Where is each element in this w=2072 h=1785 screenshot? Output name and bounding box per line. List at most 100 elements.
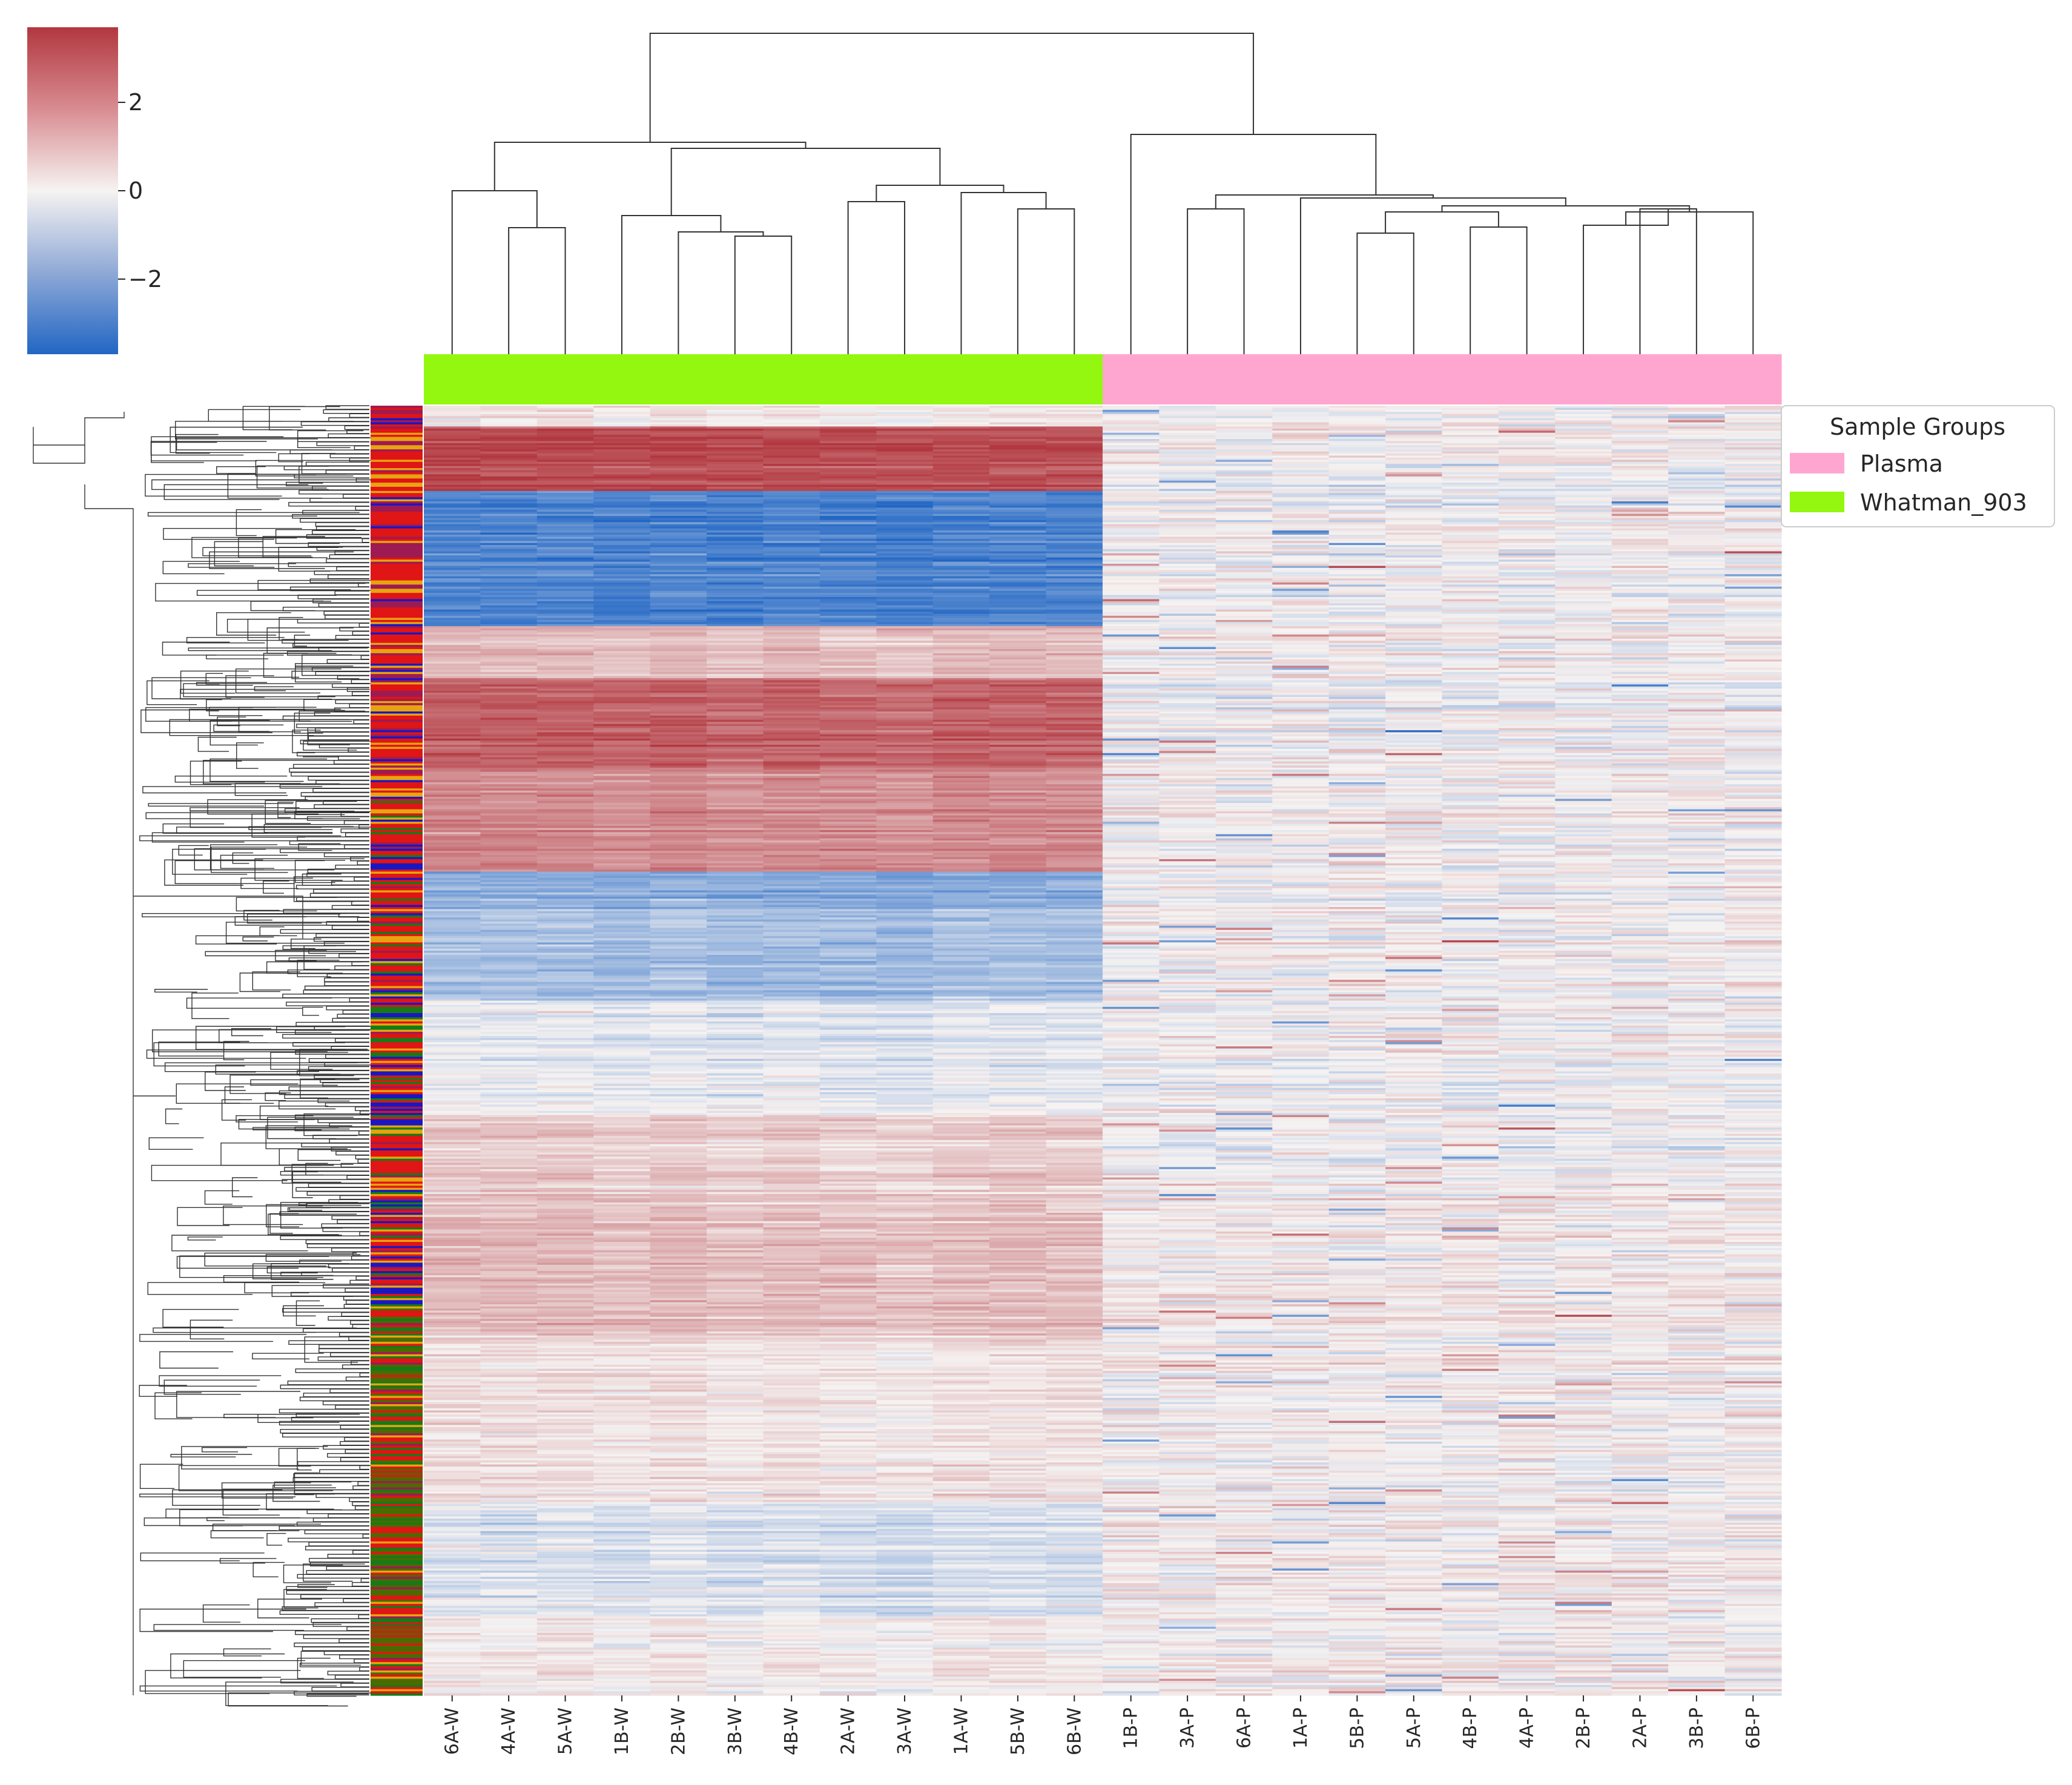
heatmap-cell	[707, 538, 764, 541]
heatmap-cell	[763, 572, 820, 575]
heatmap-cell	[1498, 437, 1556, 440]
heatmap-cell	[1272, 432, 1330, 435]
row-color-cell	[371, 728, 423, 731]
heatmap-cell	[650, 684, 707, 687]
heatmap-cell	[1668, 564, 1726, 567]
heatmap-cell	[1668, 443, 1726, 446]
heatmap-cell	[819, 449, 877, 452]
heatmap-cell	[932, 497, 990, 500]
heatmap-cell	[1555, 530, 1612, 533]
heatmap-cell	[1046, 724, 1103, 727]
row-dendrogram-link	[341, 1312, 369, 1317]
heatmap-cell	[593, 582, 651, 586]
heatmap-cell	[536, 580, 594, 583]
heatmap-cell	[1668, 468, 1726, 471]
heatmap-cell	[707, 543, 764, 546]
heatmap-cell	[876, 513, 934, 516]
row-dendrogram-link	[147, 680, 210, 705]
heatmap-cell	[707, 445, 764, 448]
row-color-cell	[371, 1512, 423, 1515]
row-color-cell	[371, 1572, 423, 1575]
heatmap-cell	[1442, 464, 1499, 467]
heatmap-cell	[876, 699, 934, 702]
column-dendrogram-link	[1356, 233, 1414, 354]
heatmap-cell	[1611, 503, 1669, 506]
heatmap-cell	[1159, 638, 1216, 641]
row-dendrogram-link	[300, 1078, 335, 1098]
row-color-cell	[371, 695, 423, 698]
heatmap-cell	[1328, 693, 1386, 696]
row-color-cell	[371, 813, 423, 816]
heatmap-cell	[989, 589, 1047, 592]
heatmap-cell	[1328, 513, 1386, 516]
heatmap-cell	[1046, 522, 1103, 525]
row-color-cell	[371, 501, 423, 504]
heatmap-cell	[1385, 688, 1443, 691]
heatmap-cell	[1611, 567, 1669, 571]
heatmap-cell	[1555, 636, 1612, 639]
heatmap-cell	[1159, 713, 1216, 716]
heatmap-cell	[1611, 580, 1669, 583]
heatmap-cell	[1103, 688, 1160, 691]
heatmap-cell	[1724, 641, 1782, 644]
row-color-cell	[371, 1196, 423, 1199]
heatmap-cell	[593, 728, 651, 731]
row-dendrogram-link	[266, 1533, 286, 1546]
heatmap-cell	[1328, 688, 1386, 691]
heatmap-cell	[1272, 505, 1330, 508]
heatmap-cell	[1724, 651, 1782, 654]
heatmap-cell	[819, 454, 877, 457]
heatmap-cell	[707, 705, 764, 708]
heatmap-cell	[536, 718, 594, 721]
heatmap-cell	[1555, 484, 1612, 487]
heatmap-cell	[1272, 612, 1330, 615]
heatmap-cell	[1103, 722, 1160, 725]
heatmap-cell	[1046, 513, 1103, 516]
heatmap-cell	[707, 667, 764, 670]
heatmap-cell	[876, 636, 934, 639]
row-dendrogram-link	[328, 1513, 369, 1519]
row-color-cell	[371, 859, 423, 862]
heatmap-cell	[876, 522, 934, 525]
row-color-cell	[371, 1209, 423, 1212]
heatmap-cell	[1442, 682, 1499, 685]
heatmap-cell	[424, 461, 481, 464]
heatmap-cell	[1668, 701, 1726, 704]
heatmap-cell	[1668, 549, 1726, 552]
heatmap-cell	[1498, 676, 1556, 679]
heatmap-cell	[424, 566, 481, 569]
heatmap-cell	[593, 412, 651, 415]
heatmap-cell	[536, 630, 594, 633]
row-dendrogram-link	[246, 914, 341, 924]
heatmap-cell	[1442, 449, 1499, 452]
heatmap-cell	[1442, 445, 1499, 448]
row-color-cell	[371, 1416, 423, 1419]
heatmap-cell	[1498, 512, 1556, 515]
row-color-cell	[371, 994, 423, 997]
heatmap-cell	[1328, 665, 1386, 668]
heatmap-cell	[1498, 695, 1556, 698]
row-color-cell	[371, 1419, 423, 1422]
row-dendrogram-link	[216, 466, 266, 474]
heatmap-cell	[593, 619, 651, 622]
heatmap-cell	[932, 634, 990, 637]
heatmap-cell	[1272, 696, 1330, 700]
heatmap-cell	[1328, 664, 1386, 667]
row-color-cell	[371, 744, 423, 748]
heatmap-cell	[1385, 678, 1443, 681]
heatmap-cell	[536, 472, 594, 475]
row-dendrogram-link	[272, 1485, 332, 1502]
heatmap-cell	[1103, 659, 1160, 662]
heatmap-cell	[876, 574, 934, 577]
heatmap-cell	[1215, 713, 1273, 716]
heatmap-cell	[1668, 489, 1726, 492]
heatmap-cell	[819, 667, 877, 670]
heatmap-cell	[593, 711, 651, 714]
heatmap-cell	[989, 431, 1047, 434]
heatmap-cell	[1328, 684, 1386, 687]
heatmap-cell	[1668, 476, 1726, 479]
heatmap-cell	[536, 632, 594, 635]
row-color-cell	[371, 1408, 423, 1411]
heatmap-cell	[1498, 618, 1556, 621]
row-dendrogram-link	[306, 1509, 369, 1514]
